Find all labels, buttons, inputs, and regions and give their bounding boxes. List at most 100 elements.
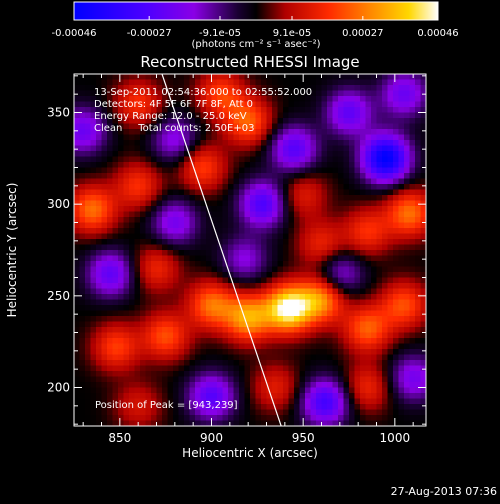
heatmap-cell [134, 360, 141, 367]
heatmap-cell [365, 316, 372, 323]
heatmap-cell [140, 338, 147, 345]
heatmap-cell [354, 393, 361, 400]
heatmap-cell [404, 376, 411, 383]
heatmap-cell [79, 305, 86, 312]
heatmap-cell [244, 217, 251, 224]
heatmap-cell [310, 261, 317, 268]
heatmap-cell [261, 239, 268, 246]
heatmap-cell [250, 156, 257, 163]
heatmap-cell [255, 90, 262, 97]
heatmap-cell [206, 332, 213, 339]
heatmap-cell [239, 173, 246, 180]
heatmap-cell [404, 195, 411, 202]
heatmap-cell [173, 184, 180, 191]
heatmap-cell [167, 85, 174, 92]
heatmap-cell [294, 398, 301, 405]
heatmap-cell [415, 299, 422, 306]
heatmap-cell [387, 294, 394, 301]
heatmap-cell [321, 415, 328, 422]
heatmap-cell [365, 332, 372, 339]
heatmap-cell [250, 222, 257, 229]
heatmap-cell [118, 376, 125, 383]
heatmap-cell [178, 162, 185, 169]
heatmap-cell [156, 261, 163, 268]
heatmap-cell [343, 409, 350, 416]
heatmap-cell [338, 420, 345, 426]
heatmap-cell [239, 349, 246, 356]
heatmap-cell [74, 151, 81, 158]
heatmap-cell [178, 288, 185, 295]
heatmap-cell [272, 250, 279, 257]
heatmap-cell [288, 327, 295, 334]
heatmap-cell [228, 420, 235, 426]
heatmap-cell [321, 244, 328, 251]
heatmap-cell [360, 250, 367, 257]
heatmap-cell [343, 134, 350, 141]
heatmap-cell [167, 266, 174, 273]
heatmap-cell [167, 156, 174, 163]
heatmap-cell [294, 211, 301, 218]
heatmap-cell [112, 74, 119, 81]
heatmap-cell [398, 415, 405, 422]
heatmap-cell [321, 305, 328, 312]
heatmap-cell [272, 371, 279, 378]
heatmap-cell [387, 338, 394, 345]
heatmap-cell [90, 288, 97, 295]
heatmap-cell [277, 321, 284, 328]
heatmap-cell [338, 96, 345, 103]
heatmap-cell [244, 277, 251, 284]
heatmap-cell [321, 112, 328, 119]
heatmap-cell [200, 189, 207, 196]
heatmap-cell [162, 376, 169, 383]
heatmap-cell [178, 184, 185, 191]
heatmap-cell [90, 239, 97, 246]
heatmap-cell [211, 266, 218, 273]
heatmap-cell [173, 415, 180, 422]
heatmap-cell [85, 156, 92, 163]
heatmap-cell [376, 90, 383, 97]
heatmap-cell [371, 365, 378, 372]
heatmap-cell [222, 140, 229, 147]
heatmap-cell [156, 382, 163, 389]
heatmap-cell [206, 195, 213, 202]
heatmap-cell [327, 228, 334, 235]
heatmap-cell [233, 189, 240, 196]
heatmap-cell [398, 404, 405, 411]
heatmap-cell [233, 376, 240, 383]
heatmap-cell [233, 74, 240, 81]
heatmap-cell [283, 261, 290, 268]
heatmap-cell [217, 261, 224, 268]
heatmap-cell [162, 178, 169, 185]
heatmap-cell [371, 239, 378, 246]
heatmap-cell [310, 250, 317, 257]
heatmap-cell [118, 222, 125, 229]
heatmap-cell [189, 266, 196, 273]
heatmap-cell [266, 211, 273, 218]
heatmap-cell [123, 349, 130, 356]
heatmap-cell [393, 162, 400, 169]
heatmap-cell [316, 189, 323, 196]
heatmap-cell [398, 233, 405, 240]
heatmap-cell [184, 409, 191, 416]
heatmap-cell [393, 266, 400, 273]
heatmap-cell [156, 288, 163, 295]
heatmap-cell [415, 189, 422, 196]
heatmap-cell [228, 404, 235, 411]
heatmap-cell [321, 266, 328, 273]
heatmap-cell [151, 294, 158, 301]
heatmap-cell [393, 261, 400, 268]
heatmap-cell [310, 338, 317, 345]
heatmap-cell [321, 162, 328, 169]
heatmap-cell [112, 101, 119, 108]
heatmap-cell [140, 90, 147, 97]
heatmap-cell [261, 398, 268, 405]
heatmap-cell [272, 305, 279, 312]
heatmap-cell [338, 250, 345, 257]
heatmap-cell [415, 239, 422, 246]
heatmap-cell [299, 393, 306, 400]
heatmap-cell [244, 338, 251, 345]
heatmap-cell [387, 415, 394, 422]
heatmap-cell [173, 74, 180, 81]
heatmap-cell [305, 371, 312, 378]
heatmap-cell [228, 382, 235, 389]
